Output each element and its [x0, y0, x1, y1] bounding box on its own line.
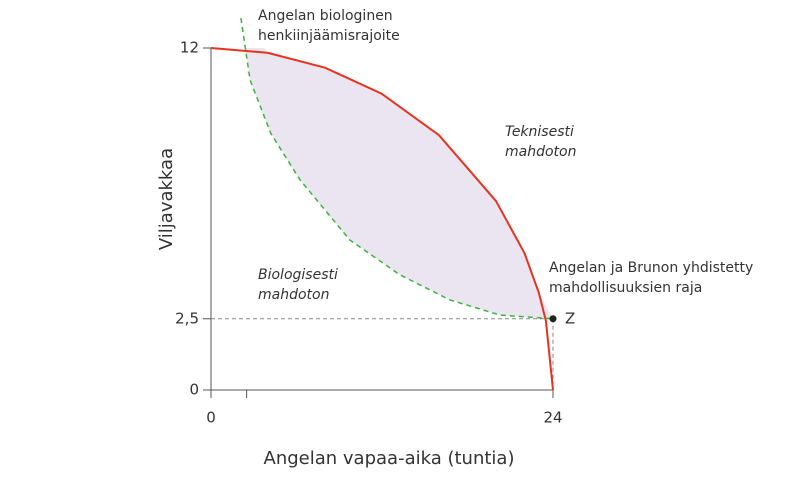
x-tick-label: 0: [206, 409, 216, 427]
point-z: [549, 315, 557, 323]
point-label: Z: [565, 309, 575, 327]
curve: [210, 47, 554, 391]
annotation: Biologisesti mahdoton: [258, 267, 338, 303]
feasible-region: [245, 48, 553, 319]
curve: [240, 17, 554, 320]
annotation: Teknisesti mahdoton: [505, 124, 577, 160]
y-axis-label: Viljavakkaa: [156, 148, 177, 250]
x-tick-label: 24: [543, 409, 562, 427]
y-tick-label: 2,5: [175, 309, 199, 327]
green-label: Angelan biologinen henkiinjäämisrajoite: [258, 8, 400, 44]
y-tick-label: 12: [180, 39, 199, 57]
red-label: Angelan ja Brunon yhdistetty mahdollisuu…: [549, 260, 754, 296]
x-axis-label: Angelan vapaa-aika (tuntia): [264, 448, 515, 469]
y-tick-label: 0: [189, 381, 199, 399]
